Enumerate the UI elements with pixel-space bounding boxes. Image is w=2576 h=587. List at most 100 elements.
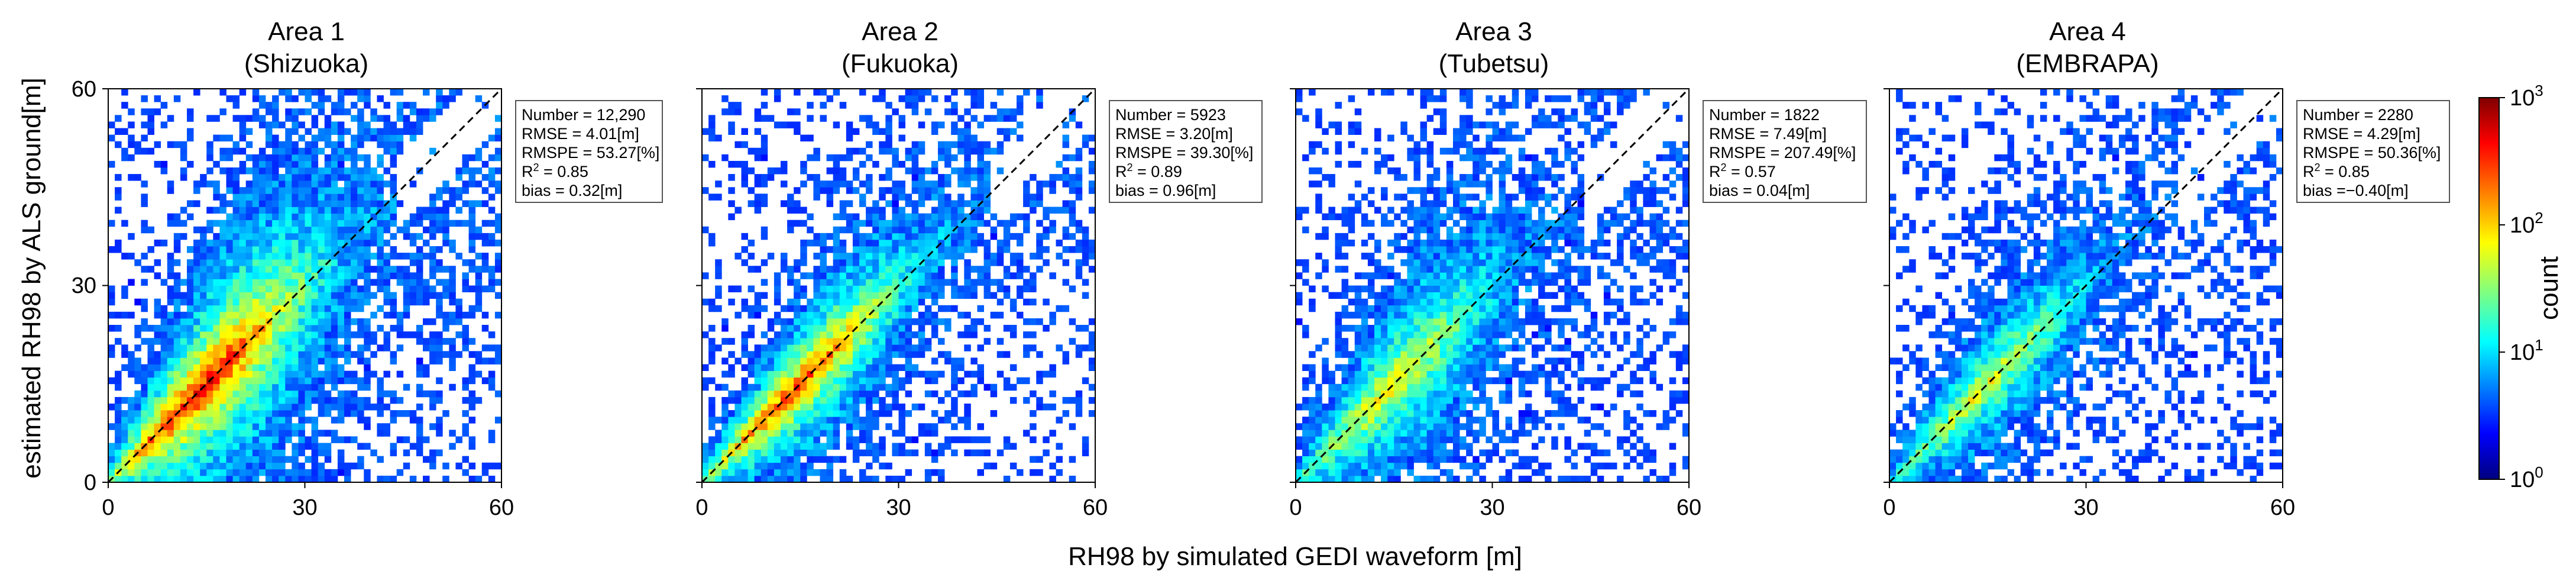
histogram-cell bbox=[1420, 279, 1428, 286]
histogram-cell bbox=[1088, 180, 1096, 188]
histogram-cell bbox=[734, 141, 742, 149]
histogram-cell bbox=[1328, 410, 1335, 417]
histogram-cell bbox=[1361, 357, 1368, 365]
histogram-cell bbox=[839, 456, 847, 463]
histogram-cell bbox=[1400, 449, 1407, 457]
histogram-cell bbox=[403, 115, 410, 122]
histogram-cell bbox=[951, 220, 958, 227]
histogram-cell bbox=[213, 311, 220, 319]
histogram-cell bbox=[898, 305, 905, 312]
histogram-cell bbox=[754, 462, 762, 470]
histogram-cell bbox=[911, 89, 919, 96]
histogram-cell bbox=[1387, 266, 1394, 273]
histogram-cell bbox=[305, 213, 312, 221]
histogram-cell bbox=[787, 220, 794, 227]
histogram-cell bbox=[931, 239, 939, 247]
histogram-cell bbox=[337, 141, 345, 149]
histogram-cell bbox=[846, 436, 853, 443]
histogram-cell bbox=[252, 370, 260, 378]
histogram-cell bbox=[1433, 253, 1441, 260]
histogram-cell bbox=[292, 377, 299, 385]
histogram-cell bbox=[213, 456, 220, 463]
histogram-cell bbox=[1003, 220, 1011, 227]
histogram-cell bbox=[403, 305, 410, 312]
histogram-cell bbox=[1009, 331, 1017, 338]
histogram-cell bbox=[285, 167, 292, 175]
histogram-cell bbox=[781, 462, 788, 470]
histogram-cell bbox=[1381, 469, 1388, 476]
histogram-cell bbox=[813, 89, 820, 96]
histogram-cell bbox=[128, 462, 135, 470]
histogram-cell bbox=[781, 318, 788, 325]
histogram-cell bbox=[1394, 475, 1401, 483]
histogram-cell bbox=[285, 351, 292, 358]
histogram-cell bbox=[807, 417, 814, 424]
histogram-cell bbox=[285, 430, 292, 437]
histogram-cell bbox=[1082, 253, 1089, 260]
histogram-cell bbox=[266, 377, 273, 385]
histogram-cell bbox=[1413, 239, 1420, 247]
histogram-cell bbox=[115, 396, 122, 404]
histogram-cell bbox=[931, 180, 939, 188]
histogram-cell bbox=[872, 475, 879, 483]
histogram-cell bbox=[715, 344, 722, 351]
histogram-cell bbox=[1082, 377, 1089, 385]
histogram-cell bbox=[337, 331, 345, 338]
histogram-cell bbox=[898, 259, 905, 266]
histogram-cell bbox=[1335, 160, 1342, 168]
histogram-cell bbox=[128, 121, 135, 128]
histogram-cell bbox=[951, 377, 958, 385]
histogram-cell bbox=[324, 292, 332, 299]
histogram-cell bbox=[279, 180, 286, 188]
histogram-cell bbox=[206, 410, 213, 417]
histogram-cell bbox=[416, 436, 423, 443]
histogram-cell bbox=[364, 200, 371, 207]
histogram-cell bbox=[232, 279, 240, 286]
histogram-cell bbox=[1017, 233, 1024, 240]
histogram-cell bbox=[774, 338, 781, 345]
histogram-cell bbox=[193, 443, 200, 450]
histogram-cell bbox=[1328, 370, 1335, 378]
histogram-cell bbox=[298, 410, 305, 417]
histogram-cell bbox=[258, 239, 266, 247]
histogram-cell bbox=[892, 187, 899, 194]
histogram-cell bbox=[918, 311, 925, 319]
histogram-cell bbox=[859, 253, 866, 260]
histogram-cell bbox=[403, 449, 410, 457]
histogram-cell bbox=[944, 147, 952, 155]
histogram-cell bbox=[213, 462, 220, 470]
histogram-cell bbox=[1433, 357, 1441, 365]
histogram-cell bbox=[826, 456, 834, 463]
histogram-cell bbox=[285, 115, 292, 122]
histogram-cell bbox=[364, 377, 371, 385]
histogram-cell bbox=[337, 449, 345, 457]
histogram-cell bbox=[964, 134, 971, 142]
histogram-cell bbox=[285, 200, 292, 207]
histogram-cell bbox=[494, 390, 502, 398]
histogram-cell bbox=[266, 344, 273, 351]
histogram-cell bbox=[160, 357, 168, 365]
histogram-cell bbox=[331, 285, 338, 292]
histogram-cell bbox=[1030, 279, 1037, 286]
histogram-cell bbox=[781, 364, 788, 371]
histogram-cell bbox=[1426, 396, 1434, 404]
histogram-cell bbox=[377, 200, 384, 207]
histogram-cell bbox=[1400, 462, 1407, 470]
histogram-cell bbox=[911, 253, 919, 260]
histogram-cell bbox=[481, 469, 489, 476]
histogram-cell bbox=[715, 272, 722, 279]
histogram-cell bbox=[200, 259, 207, 266]
histogram-cell bbox=[1043, 213, 1050, 221]
histogram-cell bbox=[820, 285, 827, 292]
histogram-cell bbox=[1374, 462, 1381, 470]
histogram-cell bbox=[285, 89, 292, 96]
histogram-cell bbox=[324, 226, 332, 234]
histogram-cell bbox=[226, 298, 233, 306]
histogram-cell bbox=[1433, 396, 1441, 404]
histogram-cell bbox=[754, 364, 762, 371]
histogram-cell bbox=[285, 331, 292, 338]
histogram-cell bbox=[839, 298, 847, 306]
histogram-cell bbox=[311, 357, 319, 365]
histogram-cell bbox=[951, 207, 958, 214]
histogram-cell bbox=[787, 436, 794, 443]
